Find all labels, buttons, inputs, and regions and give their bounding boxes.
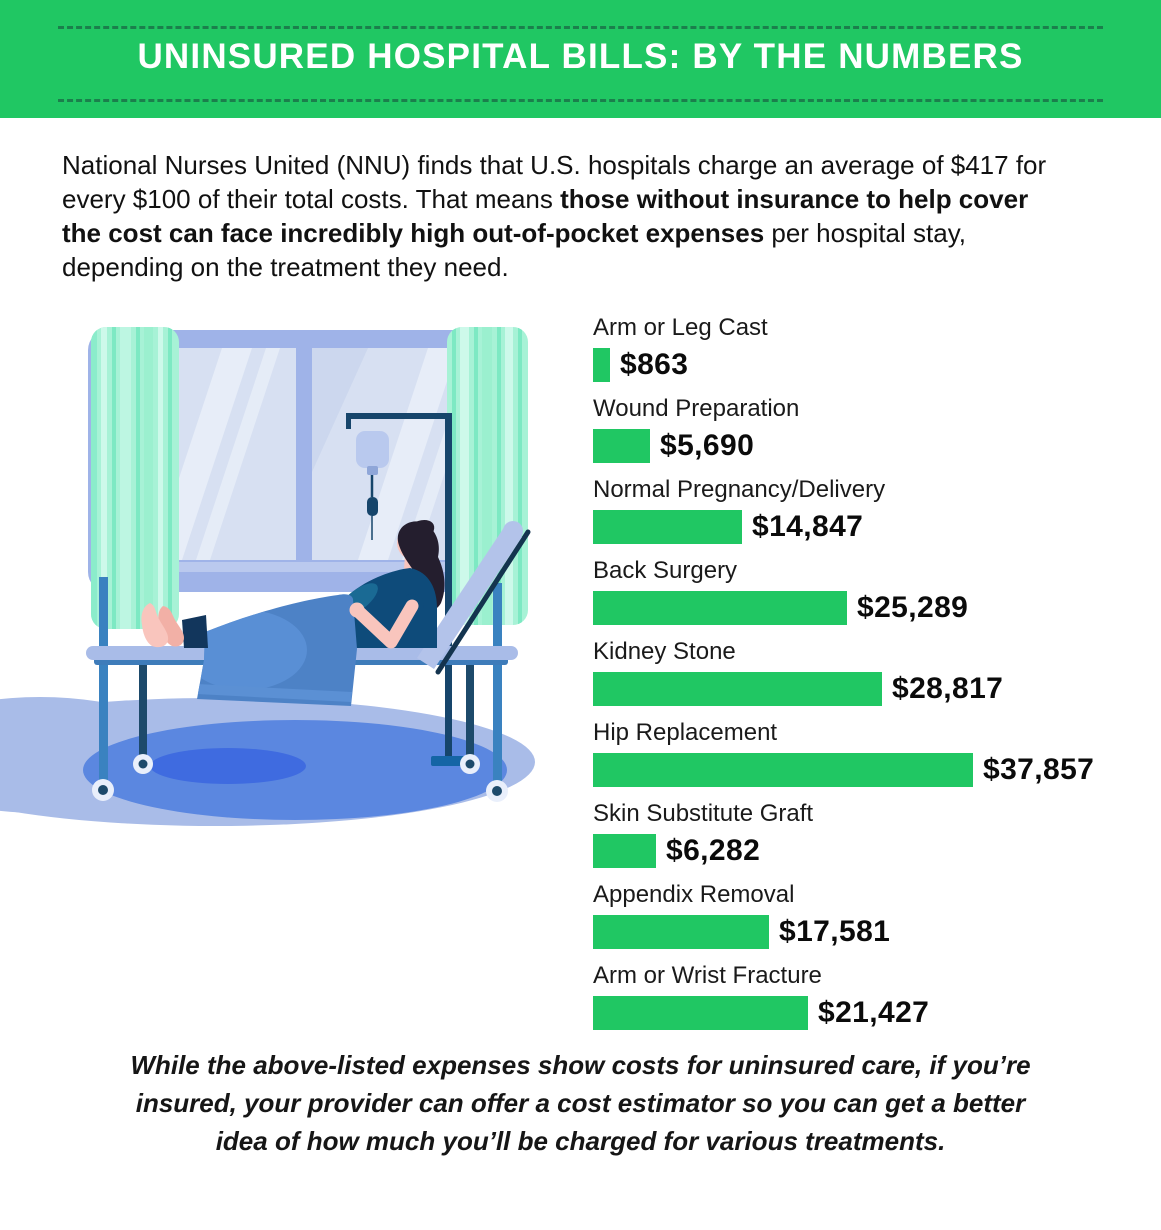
category-label: Skin Substitute Graft xyxy=(593,800,814,827)
value-label: $6,282 xyxy=(666,834,761,867)
patient-arm xyxy=(352,599,419,649)
floor-rug xyxy=(0,697,535,826)
chart-item: Appendix Removal $17,581 xyxy=(593,881,1158,949)
bar xyxy=(593,672,882,706)
page-title: UNINSURED HOSPITAL BILLS: BY THE NUMBERS xyxy=(137,37,1024,76)
patient xyxy=(141,519,445,706)
chart-item: Wound Preparation $5,690 xyxy=(593,395,1158,463)
chart-item: Skin Substitute Graft $6,282 xyxy=(593,800,1158,868)
value-label: $17,581 xyxy=(779,915,891,948)
category-label: Normal Pregnancy/Delivery xyxy=(593,476,886,503)
value-label: $5,690 xyxy=(660,429,755,462)
bar-row: $21,427 xyxy=(593,996,1158,1030)
category-label: Back Surgery xyxy=(593,557,738,584)
footer-note: While the above-listed expenses show cos… xyxy=(130,1050,1031,1156)
category-label: Hip Replacement xyxy=(593,719,778,746)
category-label: Arm or Wrist Fracture xyxy=(593,962,822,989)
value-label: $28,817 xyxy=(892,672,1004,705)
dashed-divider-bottom xyxy=(58,99,1103,102)
bar xyxy=(593,348,610,382)
intro-text: per hospital stay, depending on the trea… xyxy=(62,218,966,282)
caster-wheels xyxy=(92,754,508,802)
chart-item: Kidney Stone $28,817 xyxy=(593,638,1158,706)
intro-text: National Nurses United (NNU) finds that … xyxy=(62,150,1047,214)
bar xyxy=(593,996,808,1030)
bar-row: $25,289 xyxy=(593,591,1158,625)
chart-item: Hip Replacement $37,857 xyxy=(593,719,1158,787)
bar xyxy=(593,753,973,787)
header-banner: UNINSURED HOSPITAL BILLS: BY THE NUMBERS xyxy=(0,0,1161,118)
bar-chart: Arm or Leg Cast $863 Wound Preparation $5,6… xyxy=(593,314,1158,1043)
chart-item: Arm or Leg Cast $863 xyxy=(593,314,1158,382)
hospital-bed xyxy=(86,521,531,802)
blanket xyxy=(197,594,357,706)
category-label: Kidney Stone xyxy=(593,638,736,665)
value-label: $14,847 xyxy=(752,510,864,543)
bar-row: $6,282 xyxy=(593,834,1158,868)
value-label: $25,289 xyxy=(857,591,969,624)
bar-row: $5,690 xyxy=(593,429,1158,463)
value-label: $21,427 xyxy=(818,996,930,1029)
chart-item: Normal Pregnancy/Delivery $14,847 xyxy=(593,476,1158,544)
bar-row: $14,847 xyxy=(593,510,1158,544)
bar-row: $37,857 xyxy=(593,753,1158,787)
bar-row: $28,817 xyxy=(593,672,1158,706)
chart-item: Back Surgery $25,289 xyxy=(593,557,1158,625)
category-label: Wound Preparation xyxy=(593,395,800,422)
category-label: Appendix Removal xyxy=(593,881,795,908)
dashed-divider-top xyxy=(58,26,1103,29)
bar xyxy=(593,429,650,463)
bar xyxy=(593,915,769,949)
iv-stand-icon xyxy=(346,413,465,766)
intro-paragraph: National Nurses United (NNU) finds that … xyxy=(62,148,1062,284)
bar xyxy=(593,510,742,544)
bar-row: $863 xyxy=(593,348,1158,382)
bar xyxy=(593,834,656,868)
category-label: Arm or Leg Cast xyxy=(593,314,768,341)
value-label: $37,857 xyxy=(983,753,1095,786)
bar xyxy=(593,591,847,625)
chart-item: Arm or Wrist Fracture $21,427 xyxy=(593,962,1158,1030)
patient-feet xyxy=(141,603,184,648)
value-label: $863 xyxy=(620,348,689,381)
hospital-room-illustration xyxy=(0,327,535,826)
bar-row: $17,581 xyxy=(593,915,1158,949)
intro-bold-text: those without insurance to help cover th… xyxy=(62,184,1029,248)
